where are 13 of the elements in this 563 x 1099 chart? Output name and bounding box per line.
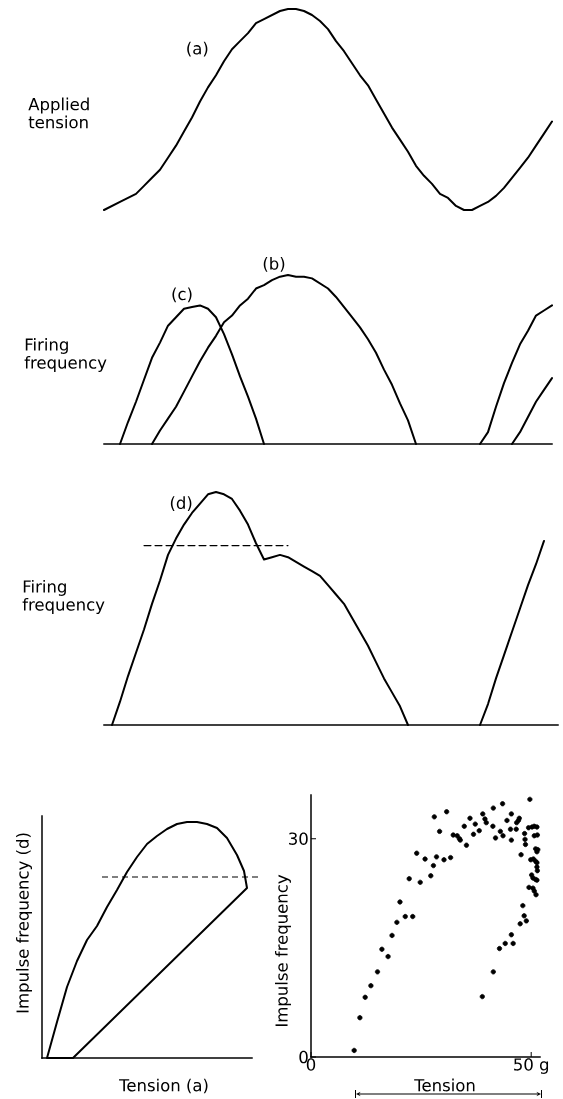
y-axis-title: Impulse frequency <box>275 874 291 1026</box>
y-axis-title: Firing frequency <box>24 338 107 372</box>
series-label: (c) <box>172 287 192 303</box>
x-tick-label: 50 g <box>514 1058 549 1074</box>
y-axis-title: Applied tension <box>28 97 89 129</box>
y-tick-label: 30 <box>289 832 308 845</box>
text: Tension (a) <box>119 1078 208 1094</box>
series-label: (d) <box>170 496 192 511</box>
series-label: (a) <box>187 41 208 57</box>
text: Impulse frequency (d) <box>16 833 32 1013</box>
series-label: (b) <box>263 257 285 272</box>
x-axis-title: Tension <box>414 1078 475 1092</box>
y-axis-title: Firing frequency <box>22 580 105 614</box>
